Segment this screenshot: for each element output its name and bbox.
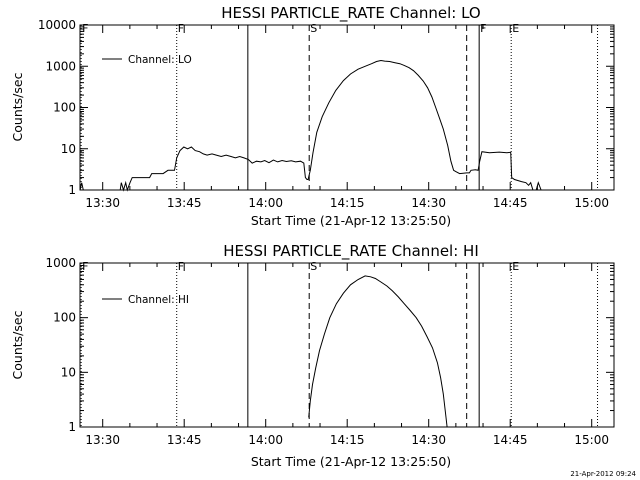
x-tick-label: 14:15 bbox=[330, 433, 365, 447]
y-axis-label: Counts/sec bbox=[10, 310, 25, 379]
legend: Channel: HI bbox=[102, 294, 189, 306]
time-marker-label: F bbox=[82, 260, 88, 273]
y-axis-label: Counts/sec bbox=[10, 72, 25, 141]
x-tick-label: 13:45 bbox=[167, 433, 202, 447]
x-tick-label: 13:30 bbox=[85, 196, 120, 210]
y-tick-label: 1000 bbox=[45, 59, 76, 73]
y-tick-label: 1 bbox=[68, 420, 76, 434]
time-marker-label: S bbox=[310, 22, 317, 35]
x-tick-label: 13:45 bbox=[167, 196, 202, 210]
time-marker-label: F bbox=[480, 22, 486, 35]
series-line-channel-lo bbox=[79, 59, 542, 192]
time-marker-label: F bbox=[82, 22, 88, 35]
time-marker-label: F bbox=[178, 260, 184, 273]
y-tick-label: 10 bbox=[61, 142, 76, 156]
x-tick-label: 14:30 bbox=[411, 196, 446, 210]
y-tick-label: 10 bbox=[61, 365, 76, 379]
time-marker-label: F bbox=[178, 22, 184, 35]
y-axis: 1 10 100 1000 10000 bbox=[38, 18, 614, 197]
x-tick-label: 14:45 bbox=[493, 196, 528, 210]
chart-title: HESSI PARTICLE_RATE Channel: HI bbox=[223, 242, 479, 261]
time-marker-label: S bbox=[310, 260, 317, 273]
x-axis: 13:30 13:45 14:00 14:15 14:30 14:45 15:00 bbox=[85, 25, 609, 210]
y-tick-label: 10000 bbox=[38, 18, 76, 32]
legend-label: Channel: LO bbox=[128, 54, 192, 66]
y-axis: 1 10 100 1000 bbox=[45, 256, 614, 434]
x-tick-label: 15:00 bbox=[574, 196, 609, 210]
x-axis-label: Start Time (21-Apr-12 13:25:50) bbox=[251, 213, 451, 228]
time-marker-label: E bbox=[512, 260, 519, 273]
legend: Channel: LO bbox=[102, 54, 192, 66]
y-tick-label: 1000 bbox=[45, 256, 76, 270]
x-tick-label: 14:00 bbox=[248, 433, 283, 447]
x-tick-label: 13:30 bbox=[85, 433, 120, 447]
x-axis: 13:30 13:45 14:00 14:15 14:30 14:45 15:00 bbox=[85, 263, 609, 447]
y-tick-label: 100 bbox=[53, 311, 76, 325]
chart-panel-hi: HESSI PARTICLE_RATE Channel: HI 1 10 100 10… bbox=[10, 242, 615, 469]
timestamp: 21-Apr-2012 09:24 bbox=[570, 470, 636, 478]
x-tick-label: 14:45 bbox=[493, 433, 528, 447]
y-tick-label: 1 bbox=[68, 183, 76, 197]
plot-frame bbox=[79, 24, 615, 191]
x-tick-label: 14:30 bbox=[411, 433, 446, 447]
series-line-channel-hi bbox=[308, 275, 448, 428]
chart-title: HESSI PARTICLE_RATE Channel: LO bbox=[221, 4, 480, 23]
x-tick-label: 14:00 bbox=[248, 196, 283, 210]
x-tick-label: 14:15 bbox=[330, 196, 365, 210]
x-tick-label: 15:00 bbox=[574, 433, 609, 447]
time-marker-label: E bbox=[512, 22, 519, 35]
legend-label: Channel: HI bbox=[128, 294, 189, 306]
plot-frame bbox=[79, 262, 615, 428]
chart-panel-lo: HESSI PARTICLE_RATE Channel: LO 1 10 100 10… bbox=[10, 4, 615, 228]
x-axis-label: Start Time (21-Apr-12 13:25:50) bbox=[251, 454, 451, 469]
y-tick-label: 100 bbox=[53, 101, 76, 115]
